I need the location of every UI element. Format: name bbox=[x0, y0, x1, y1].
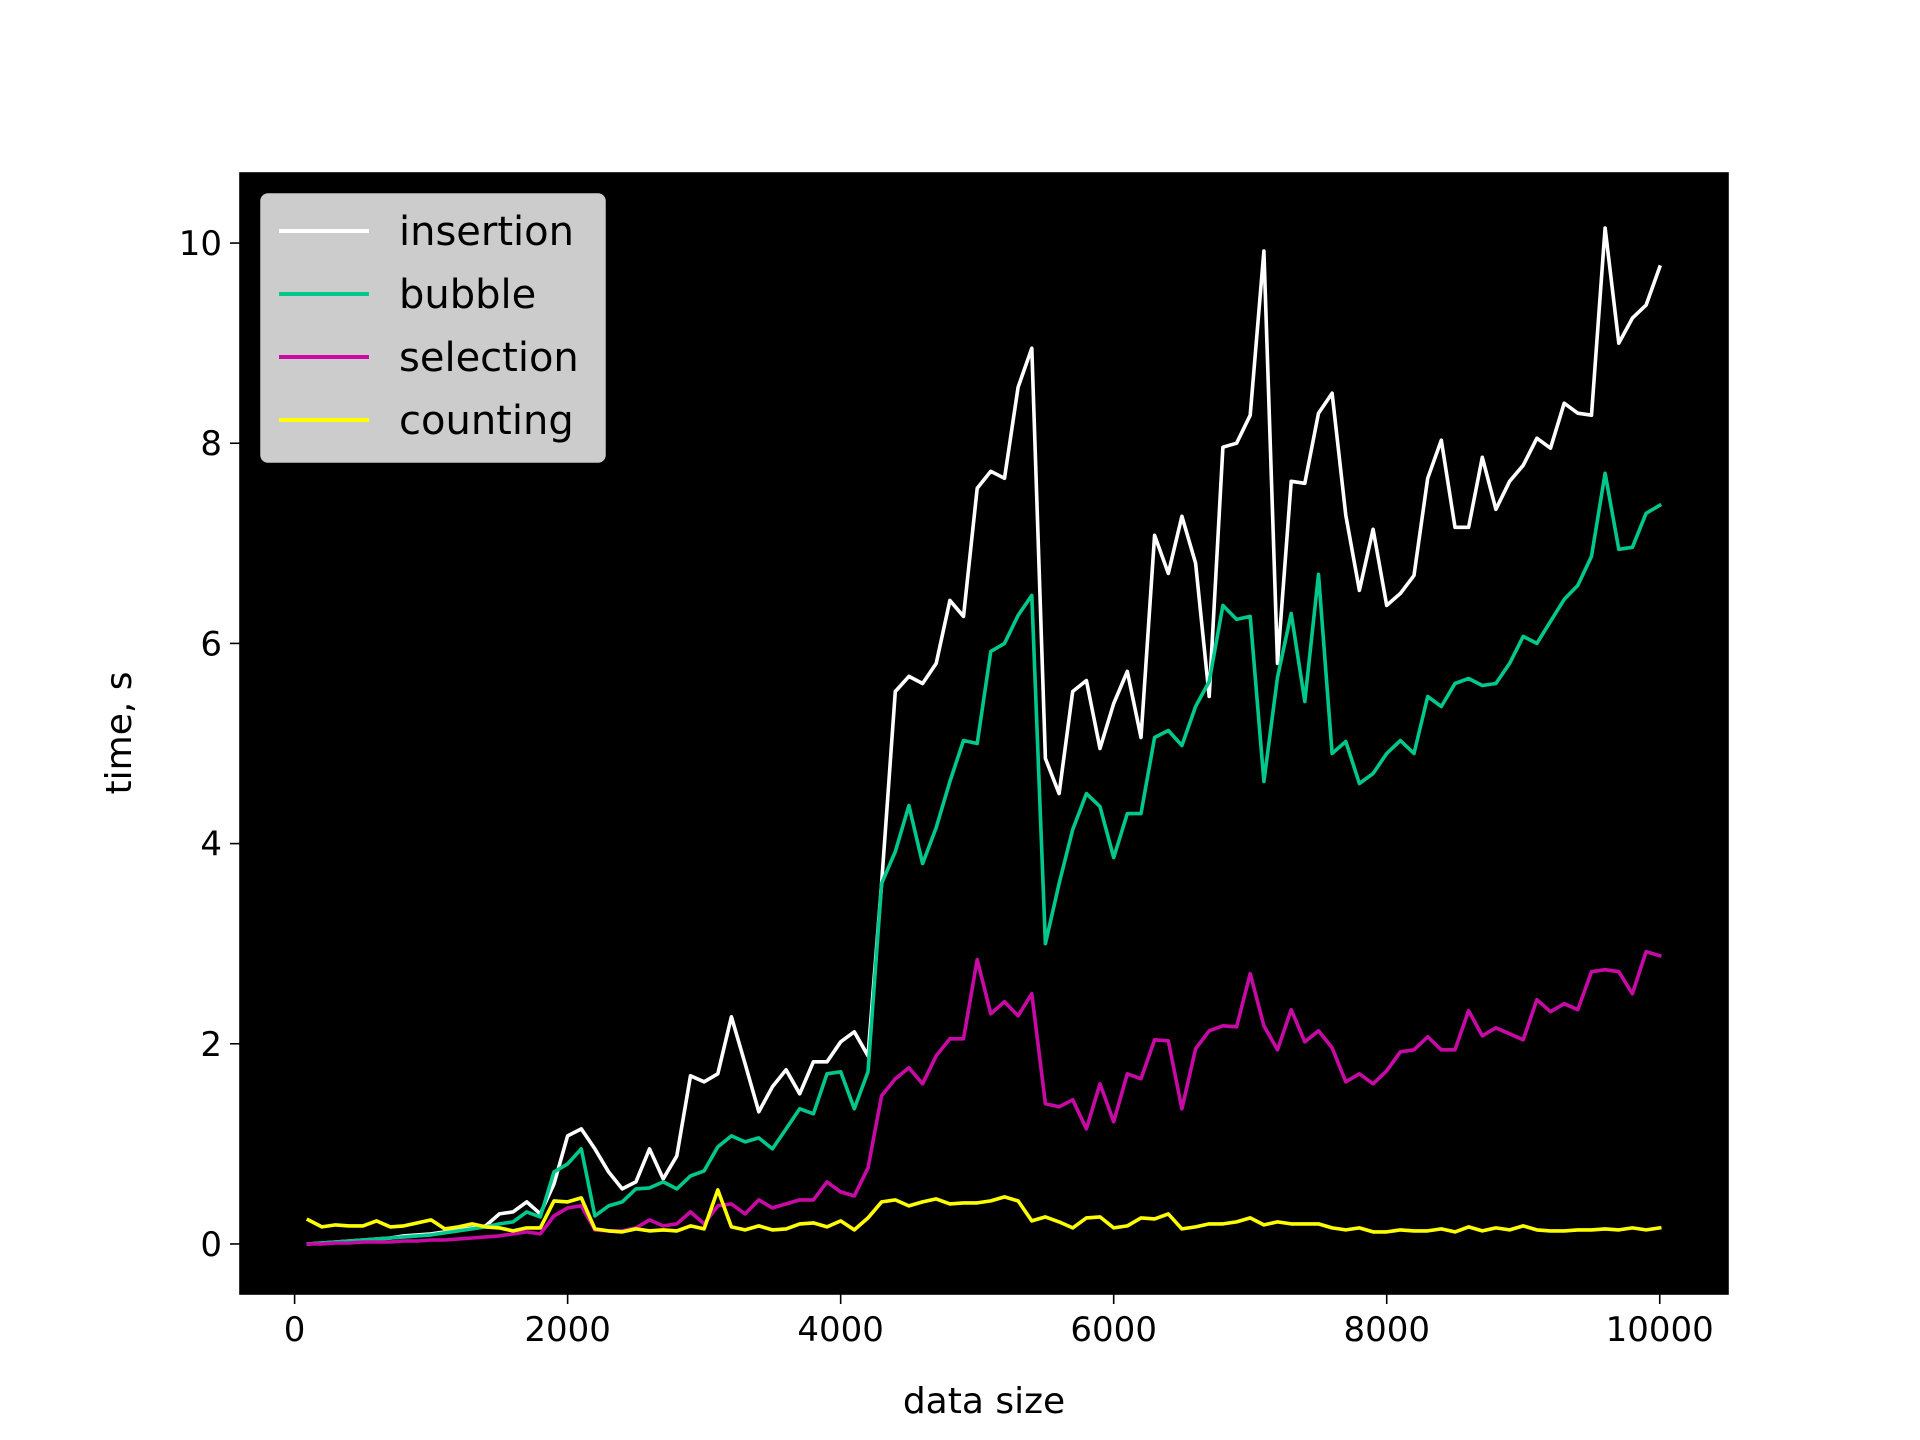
y-axis-ticks: 0 2 4 6 8 10 bbox=[179, 224, 240, 1265]
legend-box bbox=[260, 193, 606, 463]
plot-frame bbox=[239, 172, 1729, 1295]
y-axis-label: time, s bbox=[99, 672, 140, 795]
x-axis-ticks: 0 2000 4000 6000 8000 10000 bbox=[284, 1294, 1714, 1350]
y-tick-label: 0 bbox=[200, 1225, 222, 1265]
legend-label-selection: selection bbox=[399, 335, 579, 381]
x-tick-label: 4000 bbox=[797, 1310, 884, 1350]
legend-label-bubble: bubble bbox=[399, 272, 536, 318]
x-tick-label: 6000 bbox=[1070, 1310, 1157, 1350]
legend-label-insertion: insertion bbox=[399, 209, 574, 255]
y-tick-label: 10 bbox=[179, 224, 222, 264]
y-tick-label: 6 bbox=[200, 624, 222, 664]
x-axis-label: data size bbox=[903, 1381, 1065, 1422]
series-line-bubble bbox=[306, 471, 1663, 1246]
series-line-selection bbox=[306, 949, 1662, 1246]
series-line-counting bbox=[305, 1188, 1662, 1234]
x-tick-label: 8000 bbox=[1343, 1310, 1430, 1350]
legend: insertion bubble selection counting bbox=[260, 193, 606, 463]
x-tick-label: 2000 bbox=[524, 1310, 611, 1350]
x-tick-label: 0 bbox=[284, 1310, 306, 1350]
x-tick-label: 10000 bbox=[1606, 1310, 1714, 1350]
y-tick-label: 2 bbox=[200, 1025, 222, 1065]
legend-label-counting: counting bbox=[399, 398, 574, 444]
y-tick-label: 8 bbox=[200, 424, 222, 464]
series-layer bbox=[305, 226, 1663, 1246]
y-tick-label: 4 bbox=[200, 825, 222, 865]
series-line-insertion bbox=[306, 226, 1663, 1246]
